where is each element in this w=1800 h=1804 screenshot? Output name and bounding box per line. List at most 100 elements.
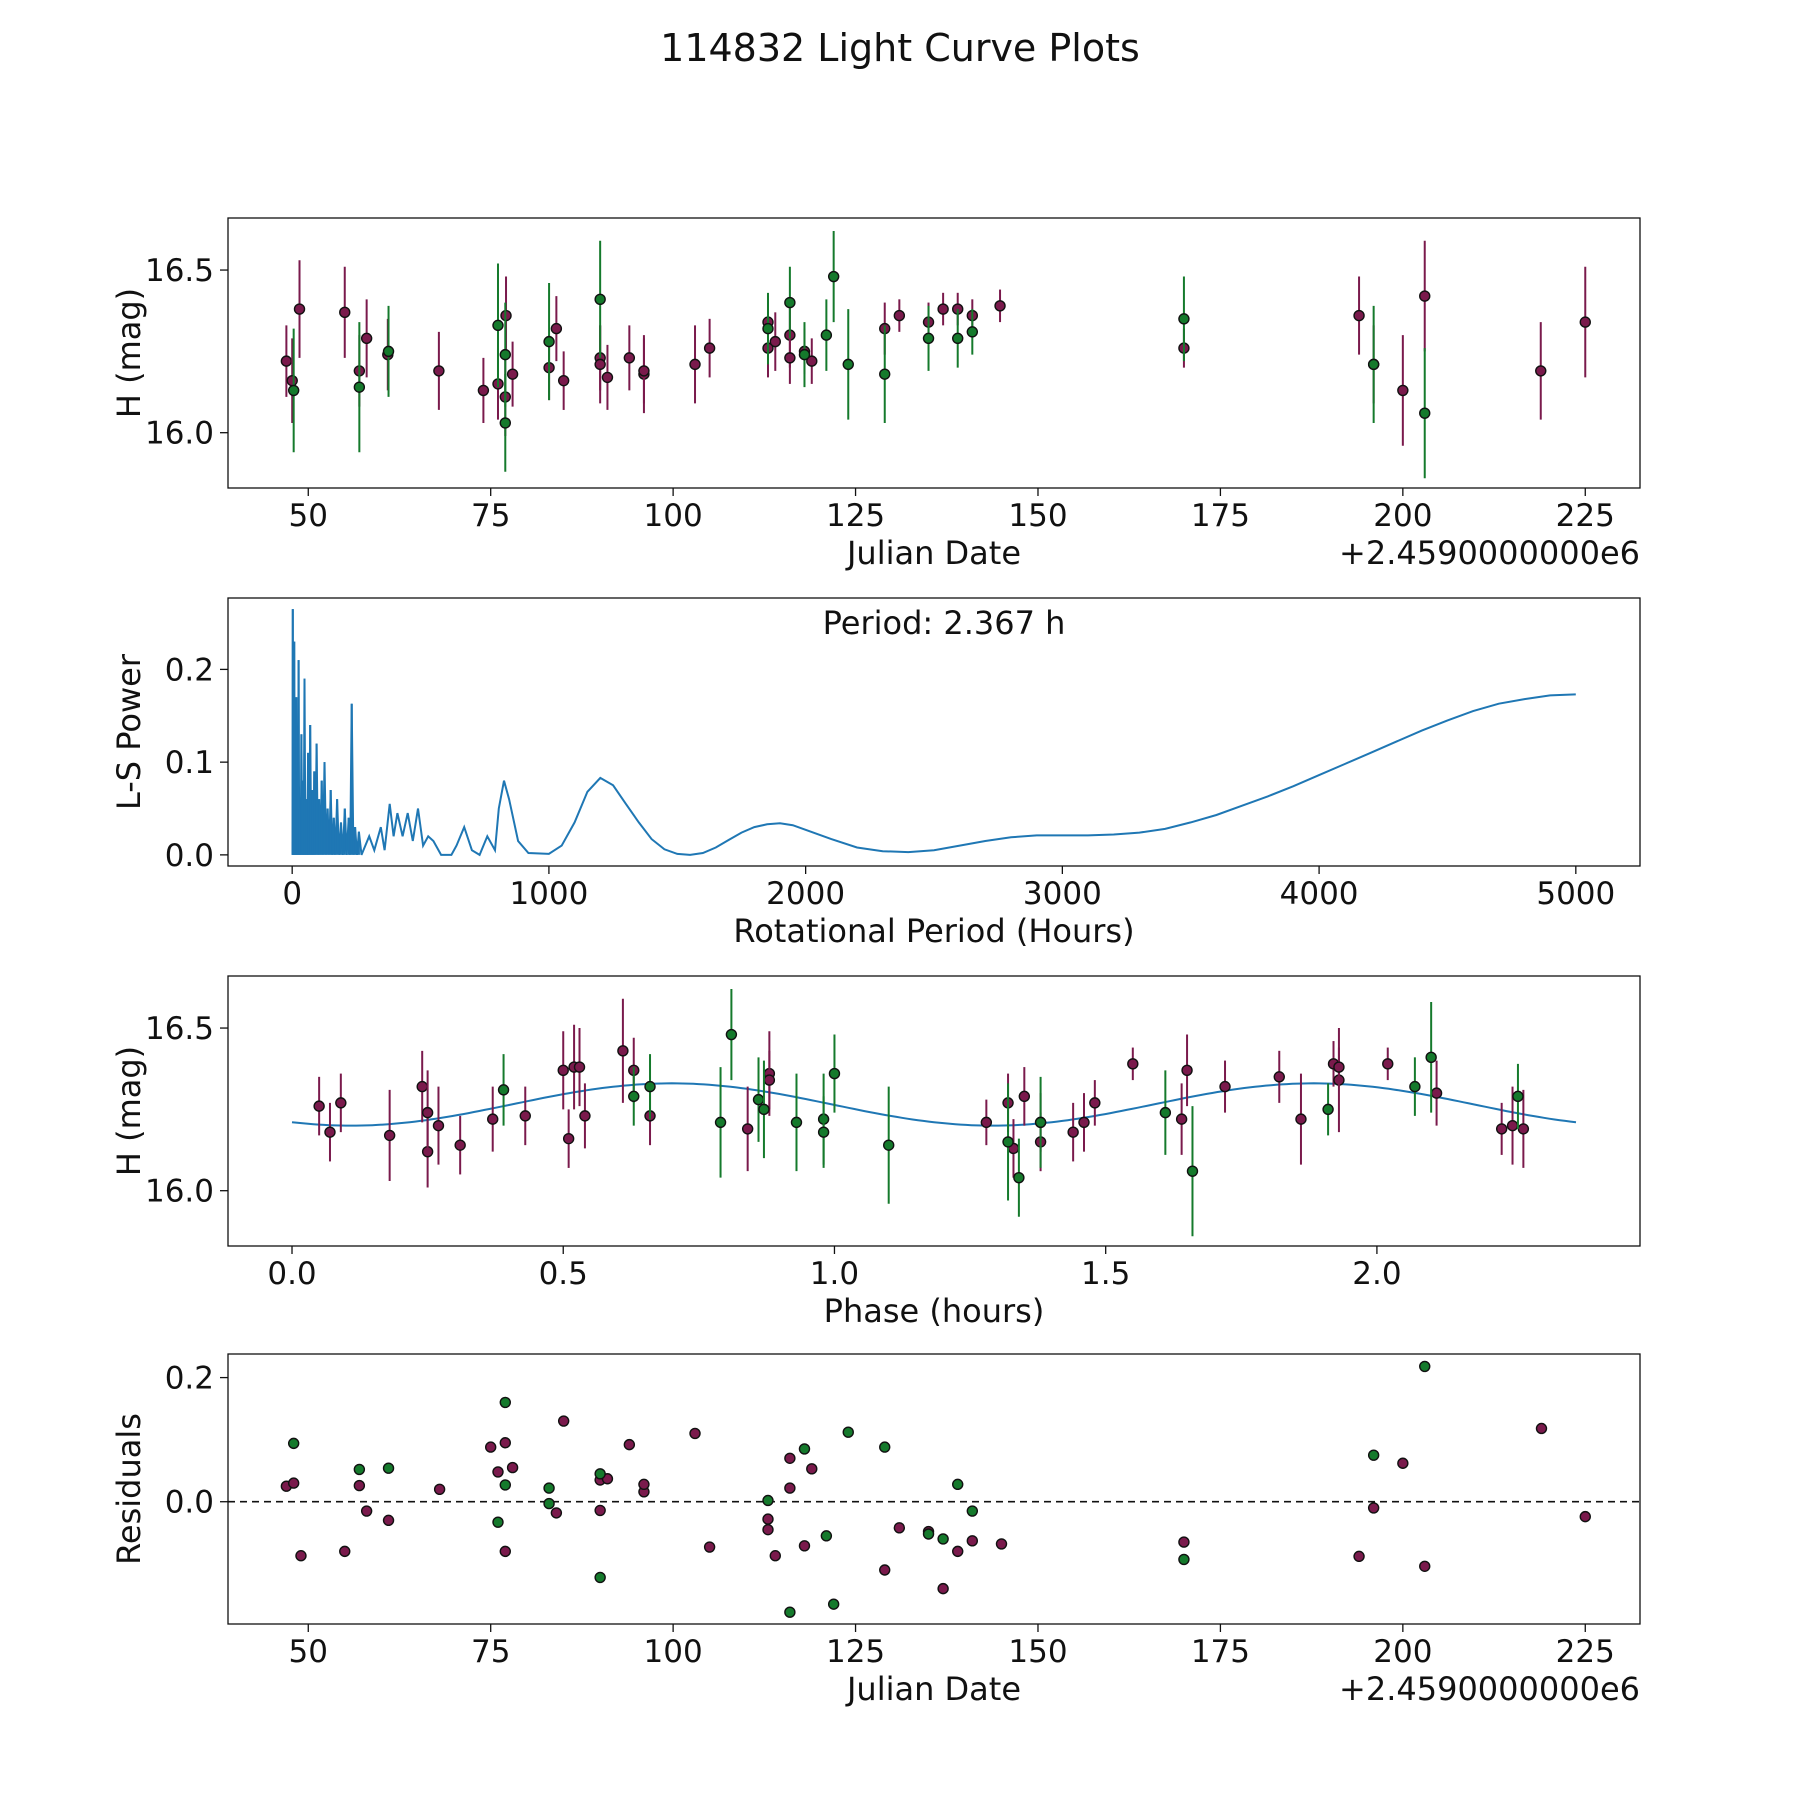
x-tick-label: 75 bbox=[471, 1634, 510, 1670]
data-point bbox=[433, 1483, 446, 1496]
data-point bbox=[820, 329, 833, 341]
x-tick-label: 2000 bbox=[766, 876, 845, 912]
data-point bbox=[1002, 1136, 1014, 1148]
data-point bbox=[828, 1067, 841, 1080]
data-point bbox=[1273, 1071, 1285, 1083]
data-point bbox=[1419, 1360, 1431, 1373]
x-tick-label: 200 bbox=[1373, 1634, 1432, 1670]
data-point bbox=[879, 1564, 891, 1576]
series-filter-1 bbox=[313, 998, 1530, 1188]
data-point bbox=[1034, 1116, 1047, 1129]
data-point bbox=[506, 368, 519, 380]
data-point bbox=[1419, 290, 1431, 302]
data-point bbox=[994, 300, 1006, 312]
data-point bbox=[293, 303, 306, 315]
data-point bbox=[287, 1477, 300, 1489]
x-tick-label: 50 bbox=[289, 1634, 328, 1670]
data-point bbox=[1178, 1553, 1190, 1566]
data-point bbox=[492, 1466, 504, 1478]
data-point bbox=[623, 1438, 636, 1451]
axes-frame bbox=[227, 597, 1641, 867]
data-point bbox=[557, 1064, 569, 1077]
data-point bbox=[1579, 316, 1591, 328]
y-axis-label: H (mag) bbox=[110, 288, 148, 418]
y-axis-label: H (mag) bbox=[110, 1046, 148, 1176]
data-point bbox=[382, 345, 395, 358]
axes-frame bbox=[227, 975, 1641, 1247]
data-point bbox=[1178, 313, 1190, 325]
data-point bbox=[557, 1415, 570, 1427]
data-point bbox=[1353, 309, 1365, 322]
data-point bbox=[879, 368, 891, 380]
data-point bbox=[703, 1541, 716, 1553]
data-point bbox=[492, 319, 504, 332]
data-point bbox=[1159, 1106, 1172, 1119]
y-axis-label: Residuals bbox=[110, 1413, 148, 1565]
y-tick-label: 0.0 bbox=[165, 1485, 214, 1521]
x-tick-label: 150 bbox=[1008, 1634, 1067, 1670]
data-point bbox=[762, 1523, 774, 1536]
data-point bbox=[543, 335, 555, 348]
data-point bbox=[1018, 1090, 1031, 1103]
x-tick-label: 225 bbox=[1556, 498, 1615, 534]
data-point bbox=[806, 355, 818, 367]
panel-lc: 50 75 100 125 150 175 200 225 16.0 16.5 Julian Dat… bbox=[110, 217, 1641, 572]
data-point bbox=[1219, 1080, 1231, 1093]
data-point bbox=[1322, 1103, 1334, 1116]
x-axis-label: Julian Date bbox=[845, 534, 1021, 572]
x-tick-label: 175 bbox=[1191, 498, 1250, 534]
data-point bbox=[1397, 1457, 1409, 1469]
data-point bbox=[1419, 1560, 1431, 1572]
data-point bbox=[628, 1090, 640, 1103]
data-point bbox=[1089, 1097, 1101, 1109]
x-axis-label: Rotational Period (Hours) bbox=[733, 912, 1134, 950]
data-point bbox=[806, 1463, 818, 1475]
data-point bbox=[798, 348, 811, 361]
y-tick-label: 0.2 bbox=[165, 652, 214, 688]
plot-area-res bbox=[228, 1360, 1640, 1618]
plot-area-ls bbox=[291, 609, 1576, 857]
data-point bbox=[937, 1533, 949, 1545]
data-point bbox=[383, 1129, 396, 1142]
data-point bbox=[1409, 1080, 1421, 1093]
data-point bbox=[1367, 1502, 1380, 1514]
data-point bbox=[360, 1505, 373, 1517]
data-point bbox=[725, 1028, 738, 1041]
data-point bbox=[594, 1468, 606, 1480]
series-filter-2 bbox=[497, 989, 1524, 1237]
series-filter-2 bbox=[287, 231, 1431, 479]
data-point bbox=[922, 332, 935, 345]
data-point bbox=[1333, 1061, 1345, 1073]
data-point bbox=[1425, 1051, 1437, 1064]
data-point bbox=[784, 1482, 796, 1494]
data-point bbox=[594, 1504, 606, 1517]
data-point bbox=[484, 1441, 497, 1453]
data-point bbox=[1295, 1113, 1307, 1125]
x-offset-label: +2.4590000000e6 bbox=[1339, 1670, 1640, 1708]
data-point bbox=[382, 1514, 395, 1527]
data-point bbox=[1067, 1126, 1079, 1138]
data-point bbox=[353, 1479, 366, 1492]
data-point bbox=[798, 1443, 811, 1455]
data-point bbox=[952, 332, 964, 345]
data-point bbox=[499, 417, 511, 429]
data-point bbox=[980, 1116, 993, 1129]
data-point bbox=[1078, 1116, 1090, 1129]
series-filter-1 bbox=[280, 240, 1591, 446]
x-tick-label: 100 bbox=[644, 498, 703, 534]
data-point bbox=[557, 374, 570, 387]
data-point bbox=[1512, 1090, 1524, 1103]
data-point bbox=[353, 381, 366, 393]
data-point bbox=[543, 1497, 555, 1510]
data-point bbox=[601, 371, 614, 384]
data-point bbox=[714, 1116, 727, 1129]
y-tick-label: 16.5 bbox=[145, 1011, 214, 1047]
x-tick-label: 75 bbox=[471, 498, 510, 534]
data-point bbox=[769, 335, 781, 348]
data-point bbox=[432, 1119, 445, 1132]
x-tick-label: 1.5 bbox=[1081, 1256, 1130, 1292]
data-point bbox=[287, 1437, 300, 1450]
axes-frame bbox=[227, 1353, 1641, 1625]
data-point bbox=[769, 1550, 781, 1562]
